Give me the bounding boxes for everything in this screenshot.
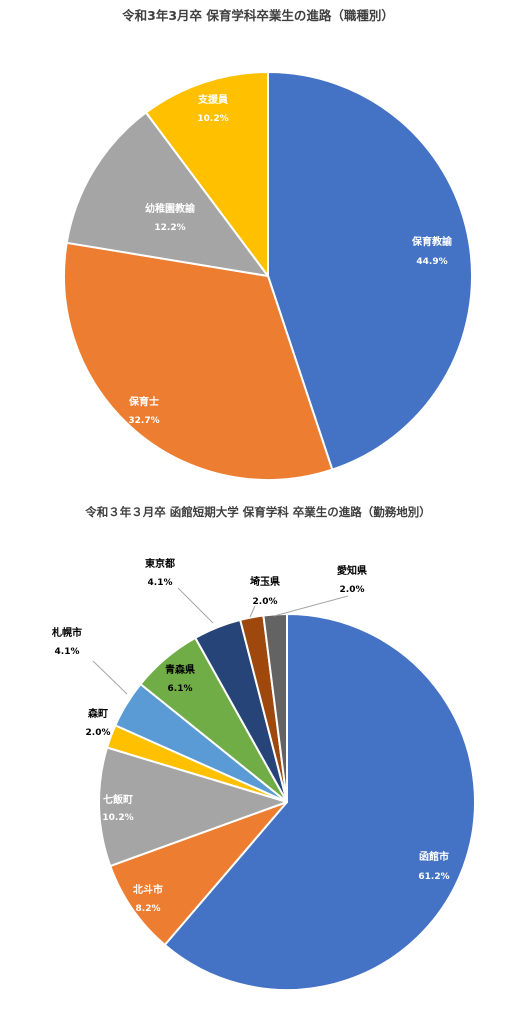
slice-label-2-3: 七飯町 xyxy=(103,793,133,806)
slice-value-2-8: 2.0% xyxy=(253,597,278,607)
slice-value-2-2: 8.2% xyxy=(136,904,161,914)
slice-label-2-7: 東京都 xyxy=(145,557,175,570)
pie-slice-1-3 xyxy=(65,111,269,277)
slice-value-1-1: 44.9% xyxy=(416,257,447,267)
pie-slice-1-1 xyxy=(267,71,473,471)
slice-label-2-1: 函館市 xyxy=(419,850,449,863)
slice-value-1-3: 12.2% xyxy=(154,223,185,233)
slice-label-2-5: 札幌市 xyxy=(51,626,82,639)
leader-line-2-7 xyxy=(177,587,214,624)
slice-label-1-3: 幼稚園教諭 xyxy=(145,202,196,215)
pie-slice-2-2 xyxy=(109,801,288,946)
slice-value-2-4: 2.0% xyxy=(86,728,111,738)
slice-label-2-6: 青森県 xyxy=(165,663,195,676)
leader-line-2-9 xyxy=(273,595,349,617)
slice-label-2-4: 森町 xyxy=(87,707,108,720)
slice-value-2-5: 4.1% xyxy=(55,647,80,657)
slice-label-1-1: 保育教諭 xyxy=(411,235,453,248)
slice-value-2-6: 6.1% xyxy=(168,684,193,694)
slice-value-2-7: 4.1% xyxy=(148,578,173,588)
slice-label-1-4: 支援員 xyxy=(197,93,228,106)
chart-1-pie: 保育教諭 44.9% 保育士 32.7% 幼稚園教諭 12.2% 支援員 10.2% xyxy=(63,71,473,481)
leader-line-2-8 xyxy=(249,605,256,618)
slice-value-2-3: 10.2% xyxy=(102,813,133,823)
slice-label-2-2: 北斗市 xyxy=(133,883,163,896)
slice-value-1-2: 32.7% xyxy=(128,416,159,426)
leader-line-2-5 xyxy=(92,660,128,695)
chart-2-pie: 函館市 61.2% 北斗市 8.2% 七飯町 10.2% 森町 2.0% 札幌市 4.1% 青森県 6… xyxy=(51,557,476,991)
pie-slice-1-2 xyxy=(63,241,334,481)
pie-slice-2-3 xyxy=(98,746,288,868)
slice-label-2-8: 埼玉県 xyxy=(250,575,280,588)
pie-slice-2-9 xyxy=(262,613,288,803)
pie-slice-1-4 xyxy=(145,71,269,277)
slice-label-2-9: 愛知県 xyxy=(337,564,367,577)
slice-value-1-4: 10.2% xyxy=(197,114,228,124)
slice-value-2-9: 2.0% xyxy=(340,585,365,595)
chart-1-title: 令和3年3月卒 保育学科卒業生の進路（職種別） xyxy=(121,8,394,23)
pie-slice-2-1 xyxy=(163,613,476,991)
slice-label-1-2: 保育士 xyxy=(128,395,159,408)
chart-2-title: 令和３年３月卒 函館短期大学 保育学科 卒業生の進路（勤務地別） xyxy=(84,505,431,519)
slice-value-2-1: 61.2% xyxy=(418,872,449,882)
